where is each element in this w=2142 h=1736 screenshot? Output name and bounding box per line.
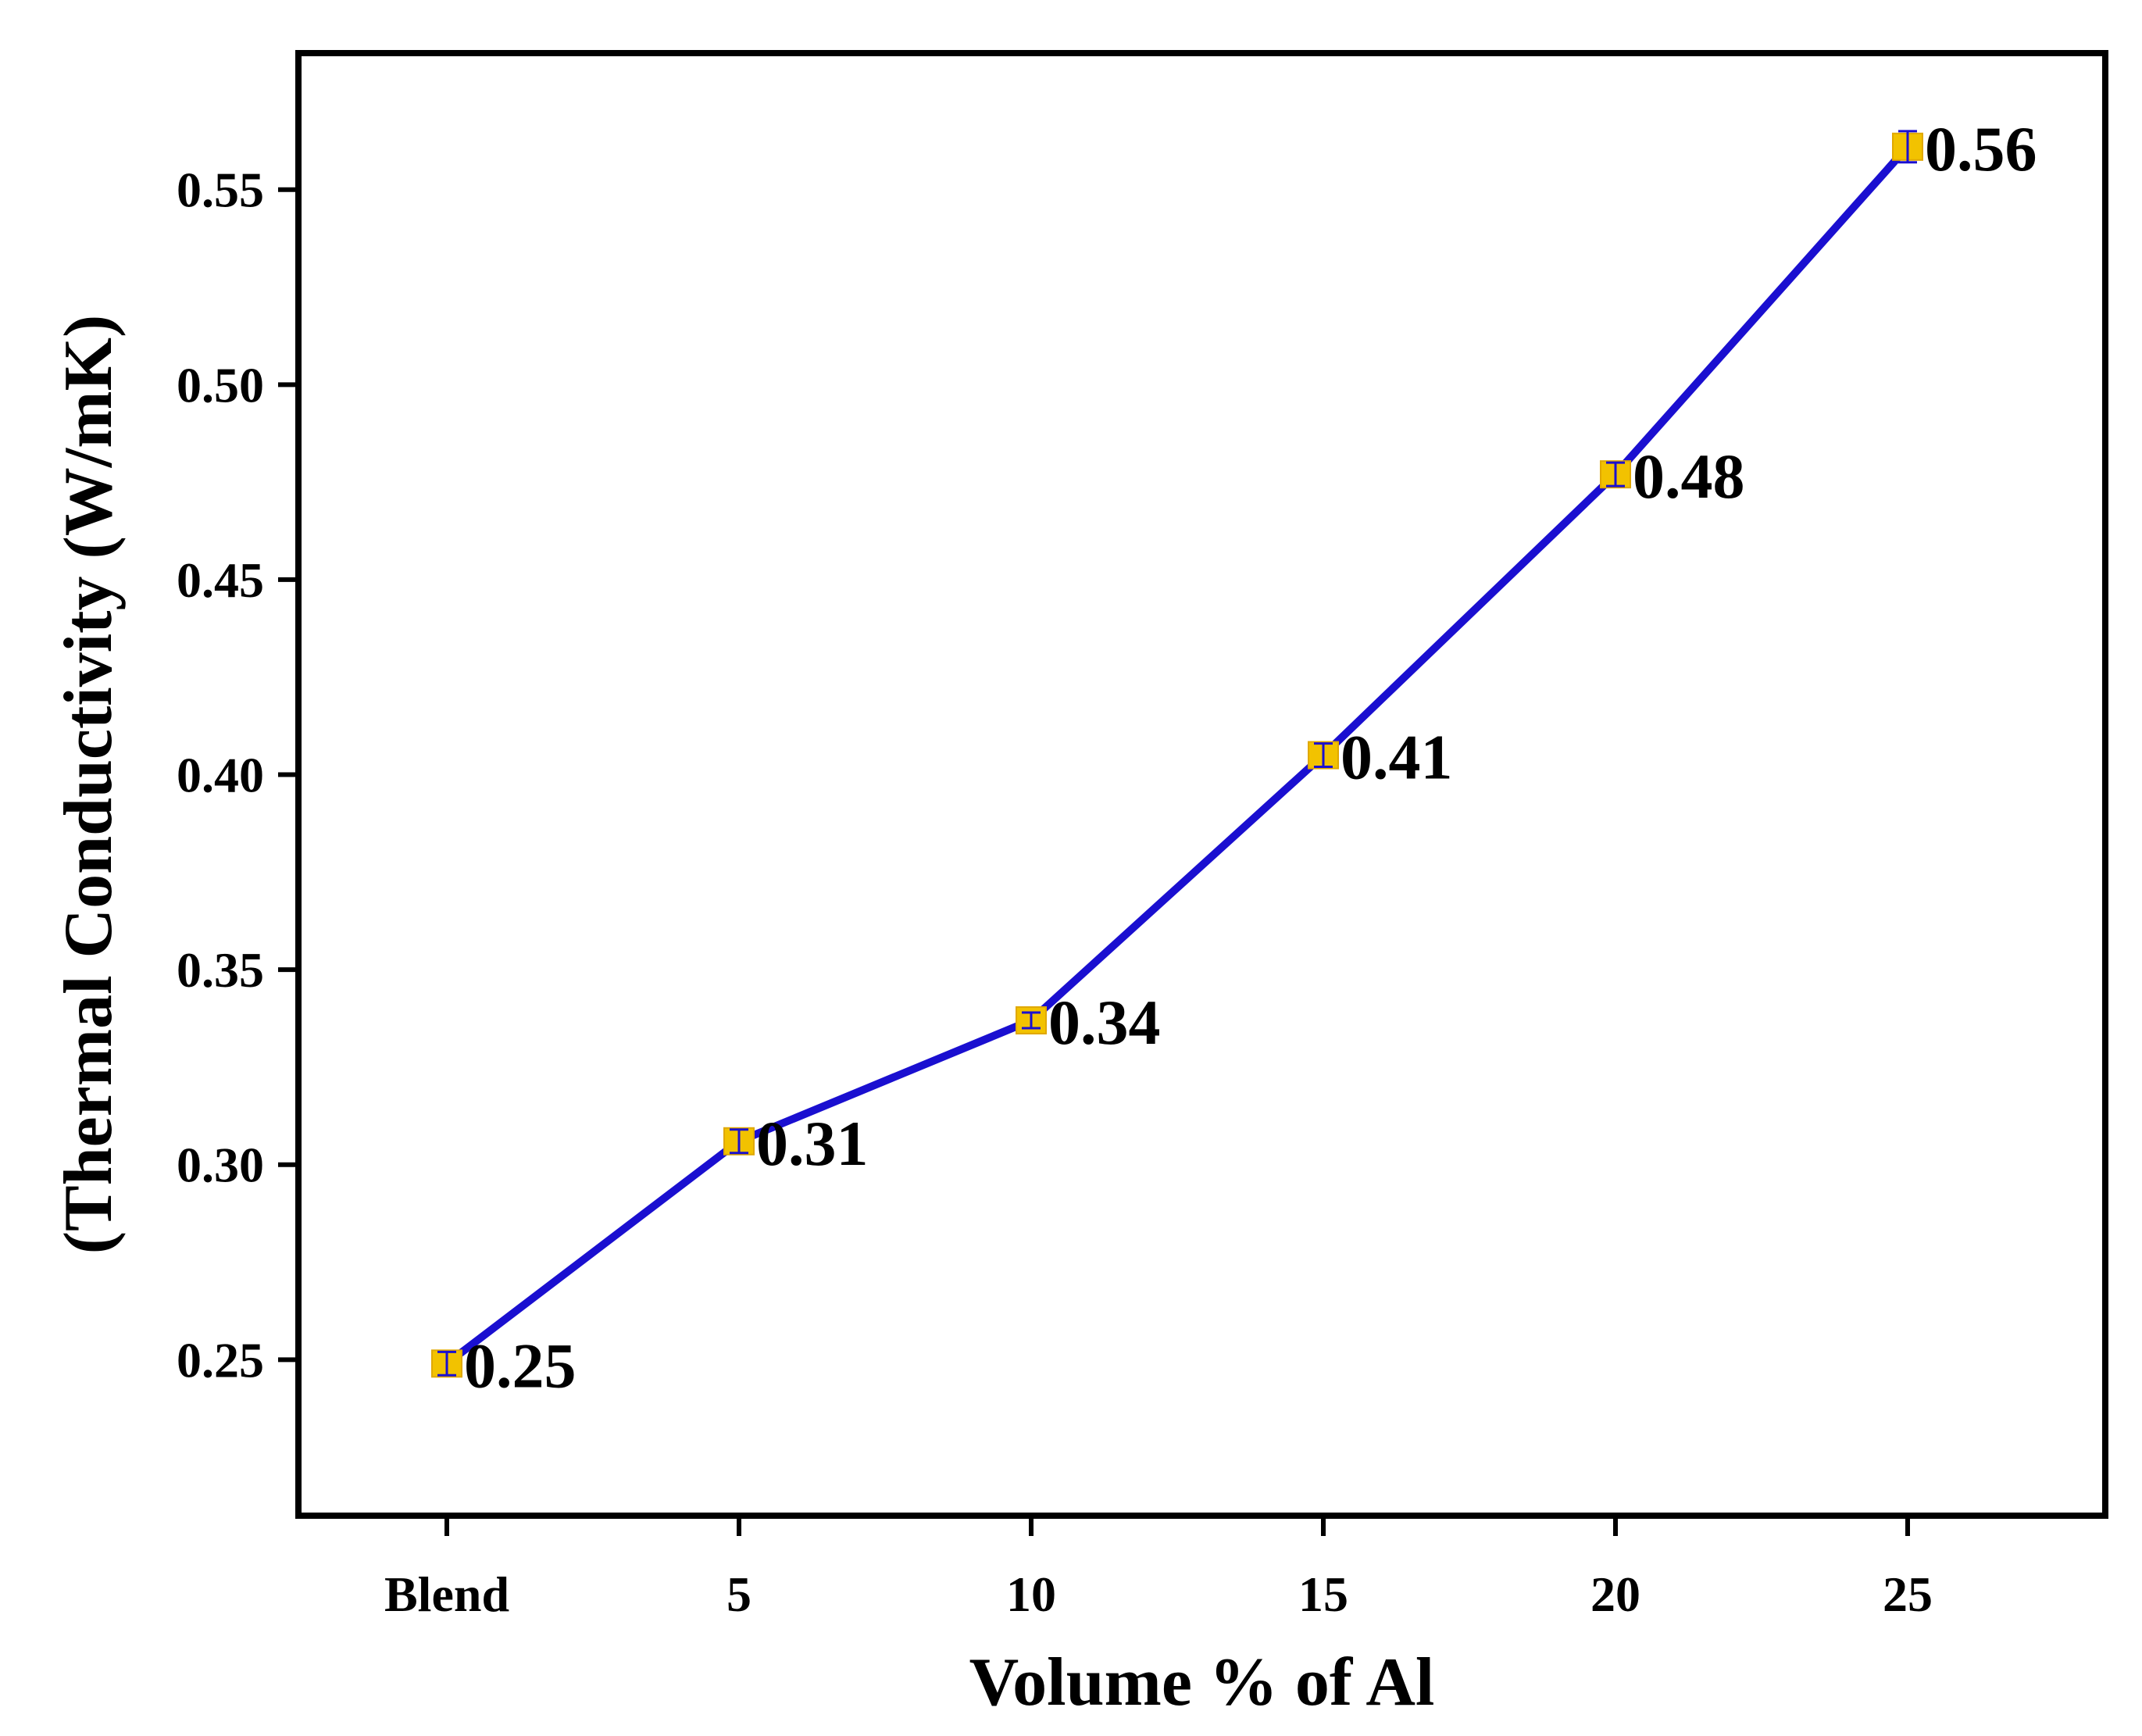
plot-border xyxy=(295,50,2108,1519)
y-tick-label: 0.30 xyxy=(177,1138,264,1193)
y-tick-label: 0.35 xyxy=(177,942,264,998)
y-tick-label: 0.55 xyxy=(177,163,264,218)
x-tick-label: Blend xyxy=(384,1566,509,1622)
x-axis-title: Volume % of Al xyxy=(969,1645,1435,1720)
x-axis-ticks: Blend 5 10 15 20 25 xyxy=(384,1516,1933,1622)
series-thermal-conductivity xyxy=(431,130,1923,1378)
data-label: 0.25 xyxy=(464,1330,577,1401)
data-label: 0.48 xyxy=(1633,441,1745,512)
data-label: 0.34 xyxy=(1048,987,1161,1058)
data-label: 0.41 xyxy=(1341,722,1453,793)
y-axis-ticks: 0.25 0.30 0.35 0.40 0.45 0.50 0.55 xyxy=(177,163,298,1388)
x-tick-label: 5 xyxy=(726,1566,751,1622)
data-label: 0.31 xyxy=(756,1108,869,1179)
series-line xyxy=(443,142,1912,1368)
x-tick-label: 10 xyxy=(1006,1566,1056,1622)
y-tick-label: 0.50 xyxy=(177,357,264,413)
x-tick-label: 25 xyxy=(1883,1566,1933,1622)
y-tick-label: 0.25 xyxy=(177,1332,264,1388)
y-tick-label: 0.40 xyxy=(177,748,264,803)
data-label: 0.56 xyxy=(1925,113,2037,184)
plot-frame xyxy=(295,50,2108,1519)
data-labels: 0.25 0.31 0.34 0.41 0.48 0.56 xyxy=(464,113,2037,1402)
y-tick-label: 0.45 xyxy=(177,552,264,608)
x-tick-label: 20 xyxy=(1590,1566,1640,1622)
x-tick-label: 15 xyxy=(1298,1566,1348,1622)
y-axis-title: (Thermal Conductivity (W/mK) xyxy=(51,315,127,1255)
